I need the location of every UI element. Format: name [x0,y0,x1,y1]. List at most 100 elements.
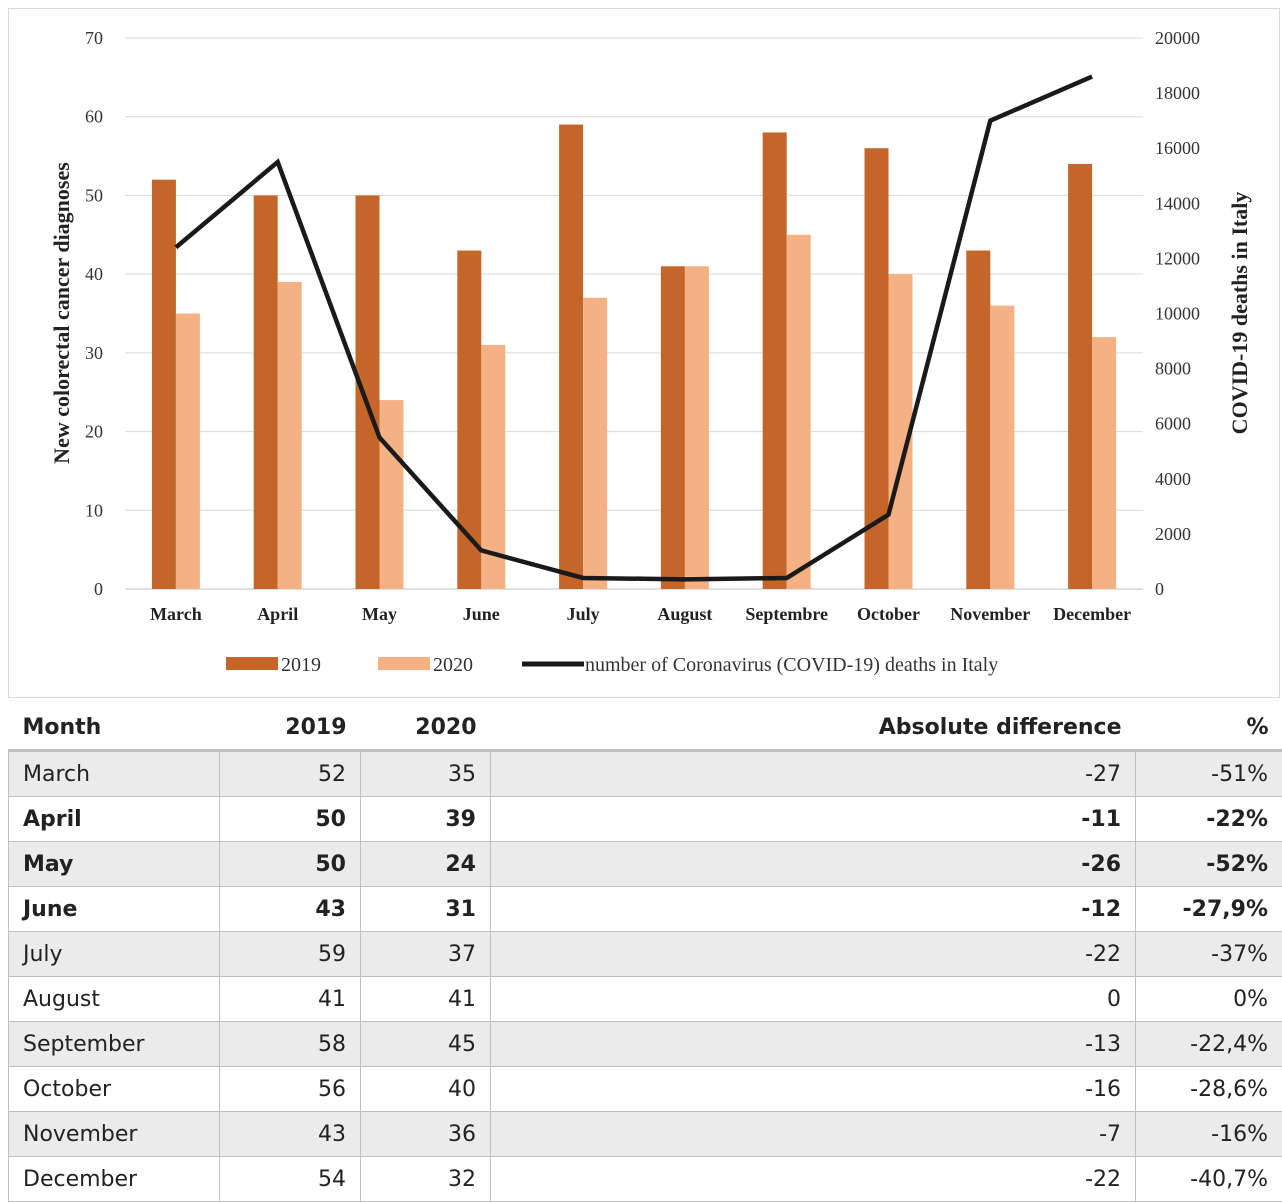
bar-2019-august [661,266,685,589]
y-tick-label: 60 [85,107,103,127]
bar-2020-march [176,314,200,590]
table-header-row: Month 2019 2020 Absolute difference % [9,705,1282,751]
cell-absolute-difference: -13 [491,1022,1136,1067]
legend: 2019 2020 number of Coronavirus (COVID-1… [226,654,998,676]
data-table: Month 2019 2020 Absolute difference % Ma… [8,705,1282,1202]
x-tick-label: Septembre [745,604,828,624]
cell-absolute-difference: 0 [491,977,1136,1022]
cell-2020: 36 [361,1112,491,1157]
cell-2020: 32 [361,1157,491,1202]
cell-percent: -22% [1136,797,1282,842]
y2-tick-label: 6000 [1155,414,1191,434]
x-tick-label: October [857,604,920,624]
cell-absolute-difference: -22 [491,1157,1136,1202]
y-tick-label: 70 [85,28,103,48]
x-tick-label: May [362,604,397,624]
y2-tick-label: 12000 [1155,248,1200,268]
cell-2020: 35 [361,751,491,797]
cell-month: October [9,1067,220,1112]
bar-2020-april [278,282,302,589]
cell-2020: 40 [361,1067,491,1112]
cell-month: December [9,1157,220,1202]
cell-2020: 45 [361,1022,491,1067]
legend-swatch-2020 [378,657,430,670]
cell-2020: 24 [361,842,491,887]
x-tick-label: August [657,604,712,624]
header-percent: % [1136,705,1282,751]
cell-2019: 43 [220,887,361,932]
bar-2019-november [966,251,990,589]
cell-absolute-difference: -26 [491,842,1136,887]
cell-2019: 43 [220,1112,361,1157]
cell-2019: 54 [220,1157,361,1202]
x-tick-label: November [950,604,1030,624]
y2-tick-label: 14000 [1155,193,1200,213]
cell-2019: 50 [220,842,361,887]
cell-month: April [9,797,220,842]
cell-2019: 52 [220,751,361,797]
y2-tick-label: 0 [1155,579,1164,599]
cell-2020: 39 [361,797,491,842]
cell-percent: -27,9% [1136,887,1282,932]
cell-percent: -22,4% [1136,1022,1282,1067]
legend-label-deaths: number of Coronavirus (COVID-19) deaths … [585,654,998,676]
cell-absolute-difference: -27 [491,751,1136,797]
cell-month: May [9,842,220,887]
bar-2020-november [990,306,1014,589]
y2-tick-label: 20000 [1155,28,1200,48]
cell-month: August [9,977,220,1022]
y-tick-label: 40 [85,264,103,284]
x-tick-label: March [150,604,202,624]
legend-swatch-2019 [226,657,278,670]
y2-tick-label: 16000 [1155,138,1200,158]
y-tick-label: 20 [85,422,103,442]
cell-2020: 41 [361,977,491,1022]
y2-tick-label: 18000 [1155,83,1200,103]
bar-2020-septembre [787,235,811,589]
deaths-line [176,77,1092,580]
cell-month: September [9,1022,220,1067]
cell-2019: 58 [220,1022,361,1067]
cell-percent: -40,7% [1136,1157,1282,1202]
cell-2019: 41 [220,977,361,1022]
header-2019: 2019 [220,705,361,751]
y-tick-label: 30 [85,343,103,363]
legend-label-2020: 2020 [433,654,473,676]
bar-2020-july [583,298,607,589]
cell-2019: 59 [220,932,361,977]
y2-tick-label: 8000 [1155,359,1191,379]
y2-tick-label: 10000 [1155,304,1200,324]
header-month: Month [9,705,220,751]
y-tick-label: 0 [94,579,103,599]
cell-percent: -37% [1136,932,1282,977]
chart: 0102030405060700200040006000800010000120… [9,9,1281,699]
cell-absolute-difference: -22 [491,932,1136,977]
header-2020: 2020 [361,705,491,751]
y-tick-label: 50 [85,185,103,205]
y2-axis-title: COVID-19 deaths in Italy [1227,192,1252,435]
legend-label-2019: 2019 [281,654,321,676]
cell-percent: -16% [1136,1112,1282,1157]
bar-2020-august [685,266,709,589]
bar-2019-may [356,195,380,589]
x-tick-label: June [463,604,500,624]
cell-absolute-difference: -16 [491,1067,1136,1112]
cell-2020: 37 [361,932,491,977]
cell-month: July [9,932,220,977]
cell-percent: -28,6% [1136,1067,1282,1112]
cell-percent: -52% [1136,842,1282,887]
bar-2019-july [559,125,583,589]
cell-2020: 31 [361,887,491,932]
y2-tick-label: 4000 [1155,469,1191,489]
